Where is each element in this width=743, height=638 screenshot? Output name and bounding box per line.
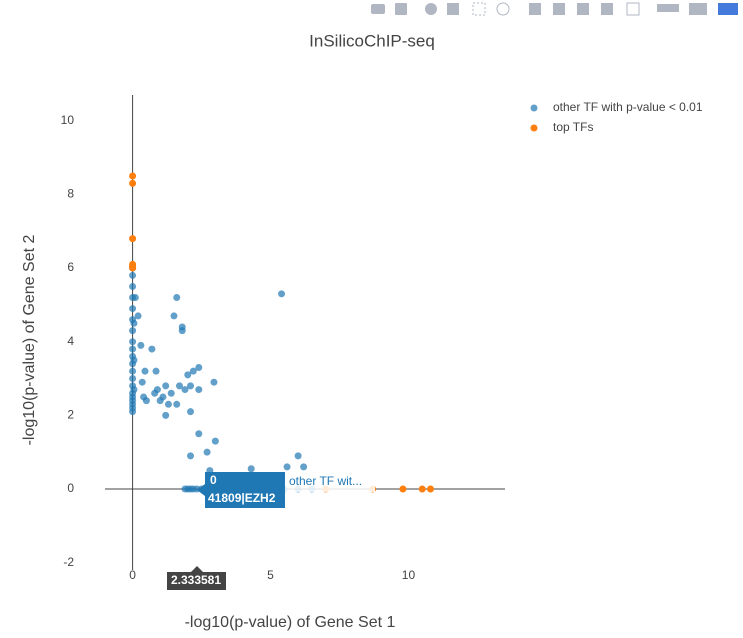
data-point	[195, 363, 203, 371]
y-axis-title: -log10(p-value) of Gene Set 2	[21, 235, 38, 446]
data-point	[129, 327, 137, 335]
hover-series-name: other TF wit...	[289, 474, 362, 488]
data-point	[173, 294, 181, 302]
hover-closest-button[interactable]	[657, 4, 679, 12]
x-tick-label: 10	[402, 568, 416, 582]
data-point	[164, 400, 172, 408]
data-point	[211, 437, 219, 445]
data-point	[129, 338, 137, 346]
data-point	[129, 367, 137, 375]
data-point	[181, 386, 189, 394]
legend-label: top TFs	[553, 120, 593, 134]
data-point	[137, 341, 145, 349]
plotly-logo[interactable]	[718, 3, 738, 15]
data-point	[130, 356, 138, 364]
data-point	[129, 179, 137, 187]
data-point	[129, 282, 137, 290]
data-point	[148, 345, 156, 353]
select-button[interactable]	[472, 2, 486, 16]
hover-box	[197, 472, 285, 508]
pan-button[interactable]	[447, 3, 459, 15]
data-point	[170, 312, 178, 320]
data-point	[210, 378, 218, 386]
x-tick-label: 0	[129, 568, 136, 582]
plot-area: 0 5 10 -2 0 2 4 6 8 10	[61, 95, 505, 582]
zoom-out-button[interactable]	[553, 3, 565, 15]
y-tick-label: 2	[67, 408, 74, 422]
data-point	[162, 382, 170, 390]
data-point	[173, 400, 181, 408]
legend: other TF with p-value < 0.01 top TFs	[530, 100, 703, 134]
camera-button[interactable]	[371, 4, 385, 14]
save-button[interactable]	[395, 3, 407, 15]
data-point	[167, 389, 175, 397]
data-point	[129, 235, 137, 243]
zoom-in-button[interactable]	[529, 3, 541, 15]
x-axis-title: -log10(p-value) of Gene Set 1	[185, 614, 396, 631]
data-point	[278, 290, 286, 298]
spike-button[interactable]	[626, 2, 640, 16]
data-point	[300, 463, 308, 471]
modebar	[371, 2, 738, 16]
data-point	[427, 485, 435, 493]
data-point	[142, 397, 150, 405]
data-point	[294, 452, 302, 460]
hover-series-box	[285, 472, 375, 492]
legend-label: other TF with p-value < 0.01	[553, 100, 703, 114]
data-point	[187, 408, 195, 416]
data-point	[141, 367, 149, 375]
data-point	[189, 367, 197, 375]
data-point	[195, 430, 203, 438]
x-spike-label: 2.333581	[171, 573, 221, 587]
data-point	[129, 375, 137, 383]
data-point	[187, 382, 195, 390]
y-tick-label: 10	[61, 113, 75, 127]
data-point	[134, 312, 142, 320]
data-point	[418, 485, 426, 493]
data-point	[187, 452, 195, 460]
reset-button[interactable]	[601, 3, 613, 15]
data-point	[129, 172, 137, 180]
y-tick-label: 6	[67, 260, 74, 274]
data-point	[129, 305, 137, 313]
data-point	[399, 485, 407, 493]
data-point	[129, 264, 137, 272]
hover-label: 0 41809|EZH2 other TF wit... 2.333581	[167, 472, 375, 590]
data-point	[129, 271, 137, 279]
data-point	[130, 319, 138, 327]
data-point	[203, 448, 211, 456]
data-point	[283, 463, 291, 471]
lasso-button[interactable]	[496, 2, 510, 16]
data-point	[184, 371, 192, 379]
data-point	[129, 345, 137, 353]
hover-text: 41809|EZH2	[208, 491, 276, 505]
y-tick-label: 8	[67, 187, 74, 201]
data-point	[195, 386, 203, 394]
y-tick-label: 4	[67, 334, 74, 348]
y-tick-label: 0	[67, 481, 74, 495]
data-point	[153, 386, 161, 394]
data-point	[247, 465, 255, 473]
y-tick-label: -2	[63, 555, 74, 569]
data-point	[130, 386, 138, 394]
data-point	[131, 294, 139, 302]
autoscale-button[interactable]	[577, 3, 589, 15]
hover-text: 0	[210, 473, 217, 487]
data-point	[152, 367, 160, 375]
chart-title: InSilicoChIP-seq	[309, 31, 435, 50]
hover-compare-button[interactable]	[689, 3, 707, 15]
legend-marker	[530, 124, 538, 132]
data-point	[138, 378, 146, 386]
zoom-button[interactable]	[425, 3, 437, 15]
x-tick-label: 5	[267, 568, 274, 582]
data-point	[175, 382, 183, 390]
legend-marker	[530, 104, 538, 112]
data-point	[159, 393, 167, 401]
x-spike-box	[167, 566, 226, 590]
data-point	[178, 323, 186, 331]
data-point	[162, 411, 170, 419]
